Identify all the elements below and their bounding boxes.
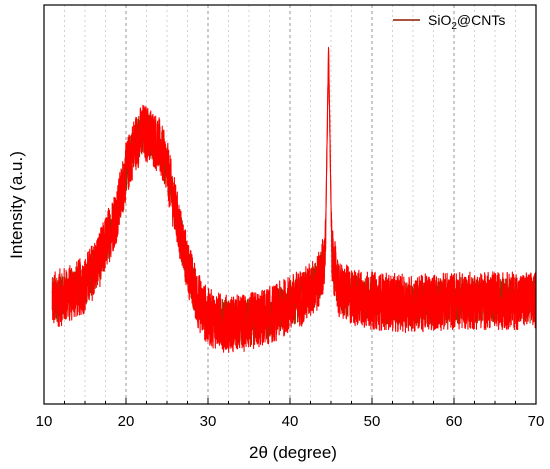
x-axis-ticks: 10 20 30 40 50 60 70: [36, 398, 545, 430]
series-line-sio2-cnts: [51, 47, 537, 353]
series-layer: [51, 46, 537, 353]
x-axis-label: 2θ (degree): [249, 443, 337, 462]
legend: SiO2@CNTs: [393, 12, 505, 32]
x-tick-label: 10: [36, 413, 53, 430]
x-tick-label: 30: [200, 413, 217, 430]
x-tick-label: 20: [118, 413, 135, 430]
x-tick-label: 60: [446, 413, 463, 430]
legend-entry-sio2-cnts: SiO2@CNTs: [428, 12, 505, 32]
x-tick-label: 40: [282, 413, 299, 430]
x-tick-label: 70: [528, 413, 545, 430]
y-axis-label: Intensity (a.u.): [7, 151, 26, 259]
grid-lines: [64, 5, 516, 404]
x-tick-label: 50: [364, 413, 381, 430]
